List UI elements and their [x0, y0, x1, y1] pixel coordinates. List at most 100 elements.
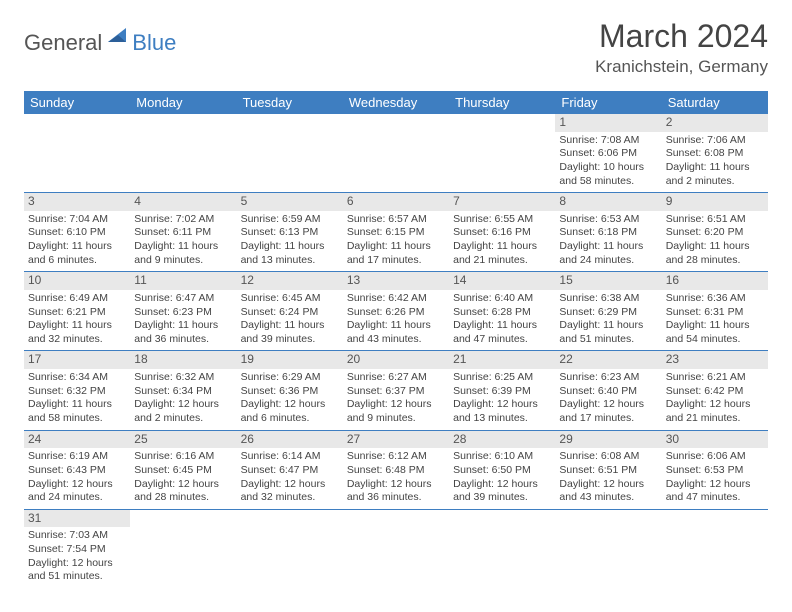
cell-sunset: Sunset: 7:54 PM [28, 543, 126, 557]
cell-daylight2: and 32 minutes. [28, 333, 126, 347]
cell-sunrise: Sunrise: 7:04 AM [28, 213, 126, 227]
cell-daylight1: Daylight: 12 hours [666, 478, 764, 492]
weekday-header: Friday [555, 91, 661, 114]
logo-text-blue: Blue [132, 30, 176, 56]
cell-sunset: Sunset: 6:26 PM [347, 306, 445, 320]
cell-sunset: Sunset: 6:21 PM [28, 306, 126, 320]
cell-sunrise: Sunrise: 6:36 AM [666, 292, 764, 306]
cell-daylight2: and 28 minutes. [134, 491, 232, 505]
day-number: 10 [24, 272, 130, 290]
cell-sunrise: Sunrise: 6:23 AM [559, 371, 657, 385]
cell-sunset: Sunset: 6:10 PM [28, 226, 126, 240]
day-number: 2 [662, 114, 768, 132]
calendar-cell: 18Sunrise: 6:32 AMSunset: 6:34 PMDayligh… [130, 351, 236, 430]
cell-sunset: Sunset: 6:29 PM [559, 306, 657, 320]
cell-daylight2: and 6 minutes. [28, 254, 126, 268]
cell-daylight1: Daylight: 11 hours [28, 319, 126, 333]
cell-daylight2: and 51 minutes. [559, 333, 657, 347]
cell-sunset: Sunset: 6:45 PM [134, 464, 232, 478]
cell-sunrise: Sunrise: 6:49 AM [28, 292, 126, 306]
day-number: 4 [130, 193, 236, 211]
cell-daylight2: and 2 minutes. [134, 412, 232, 426]
day-number: 31 [24, 510, 130, 528]
cell-sunrise: Sunrise: 6:59 AM [241, 213, 339, 227]
cell-daylight2: and 9 minutes. [347, 412, 445, 426]
title-block: March 2024 Kranichstein, Germany [595, 18, 768, 77]
cell-daylight1: Daylight: 12 hours [347, 478, 445, 492]
location-label: Kranichstein, Germany [595, 57, 768, 77]
cell-sunset: Sunset: 6:36 PM [241, 385, 339, 399]
cell-sunset: Sunset: 6:08 PM [666, 147, 764, 161]
calendar-cell: 28Sunrise: 6:10 AMSunset: 6:50 PMDayligh… [449, 430, 555, 509]
cell-sunrise: Sunrise: 6:14 AM [241, 450, 339, 464]
calendar-cell: 14Sunrise: 6:40 AMSunset: 6:28 PMDayligh… [449, 272, 555, 351]
cell-daylight1: Daylight: 11 hours [347, 319, 445, 333]
cell-sunrise: Sunrise: 6:51 AM [666, 213, 764, 227]
cell-sunrise: Sunrise: 7:02 AM [134, 213, 232, 227]
day-number: 6 [343, 193, 449, 211]
cell-daylight1: Daylight: 11 hours [666, 240, 764, 254]
cell-sunset: Sunset: 6:16 PM [453, 226, 551, 240]
calendar-cell: 20Sunrise: 6:27 AMSunset: 6:37 PMDayligh… [343, 351, 449, 430]
cell-daylight1: Daylight: 12 hours [241, 398, 339, 412]
cell-sunrise: Sunrise: 7:08 AM [559, 134, 657, 148]
cell-sunrise: Sunrise: 6:57 AM [347, 213, 445, 227]
calendar-cell: 31Sunrise: 7:03 AMSunset: 7:54 PMDayligh… [24, 509, 130, 588]
day-number: 20 [343, 351, 449, 369]
page-header: General Blue March 2024 Kranichstein, Ge… [24, 18, 768, 77]
day-number: 19 [237, 351, 343, 369]
cell-daylight2: and 17 minutes. [559, 412, 657, 426]
cell-daylight2: and 51 minutes. [28, 570, 126, 584]
calendar-cell: 21Sunrise: 6:25 AMSunset: 6:39 PMDayligh… [449, 351, 555, 430]
day-number: 17 [24, 351, 130, 369]
cell-daylight2: and 17 minutes. [347, 254, 445, 268]
cell-daylight2: and 21 minutes. [453, 254, 551, 268]
cell-sunrise: Sunrise: 7:06 AM [666, 134, 764, 148]
cell-sunrise: Sunrise: 6:29 AM [241, 371, 339, 385]
cell-daylight1: Daylight: 11 hours [453, 240, 551, 254]
cell-daylight1: Daylight: 11 hours [28, 398, 126, 412]
cell-daylight2: and 28 minutes. [666, 254, 764, 268]
calendar-cell: 12Sunrise: 6:45 AMSunset: 6:24 PMDayligh… [237, 272, 343, 351]
calendar-cell: 30Sunrise: 6:06 AMSunset: 6:53 PMDayligh… [662, 430, 768, 509]
weekday-header: Thursday [449, 91, 555, 114]
cell-daylight2: and 54 minutes. [666, 333, 764, 347]
cell-daylight2: and 24 minutes. [28, 491, 126, 505]
cell-sunset: Sunset: 6:40 PM [559, 385, 657, 399]
cell-sunset: Sunset: 6:51 PM [559, 464, 657, 478]
cell-sunset: Sunset: 6:15 PM [347, 226, 445, 240]
cell-daylight1: Daylight: 12 hours [134, 478, 232, 492]
cell-sunset: Sunset: 6:23 PM [134, 306, 232, 320]
cell-daylight1: Daylight: 11 hours [28, 240, 126, 254]
cell-sunset: Sunset: 6:48 PM [347, 464, 445, 478]
cell-daylight2: and 39 minutes. [453, 491, 551, 505]
cell-sunrise: Sunrise: 6:25 AM [453, 371, 551, 385]
weekday-header-row: SundayMondayTuesdayWednesdayThursdayFrid… [24, 91, 768, 114]
day-number: 24 [24, 431, 130, 449]
cell-daylight1: Daylight: 12 hours [28, 557, 126, 571]
cell-sunset: Sunset: 6:31 PM [666, 306, 764, 320]
cell-sunset: Sunset: 6:28 PM [453, 306, 551, 320]
cell-daylight1: Daylight: 12 hours [347, 398, 445, 412]
cell-daylight2: and 13 minutes. [241, 254, 339, 268]
cell-daylight1: Daylight: 11 hours [134, 240, 232, 254]
weekday-header: Sunday [24, 91, 130, 114]
calendar-cell: 17 Sunrise: 6:34 AMSunset: 6:32 PMDayligh… [24, 351, 130, 430]
day-number: 14 [449, 272, 555, 290]
cell-sunrise: Sunrise: 6:42 AM [347, 292, 445, 306]
calendar-cell: 7Sunrise: 6:55 AMSunset: 6:16 PMDaylight… [449, 193, 555, 272]
day-number: 12 [237, 272, 343, 290]
cell-daylight2: and 9 minutes. [134, 254, 232, 268]
cell-sunrise: Sunrise: 7:03 AM [28, 529, 126, 543]
cell-sunrise: Sunrise: 6:53 AM [559, 213, 657, 227]
day-number: 1 [555, 114, 661, 132]
cell-daylight1: Daylight: 11 hours [241, 240, 339, 254]
cell-daylight2: and 21 minutes. [666, 412, 764, 426]
cell-sunset: Sunset: 6:32 PM [28, 385, 126, 399]
cell-daylight1: Daylight: 11 hours [241, 319, 339, 333]
cell-daylight2: and 43 minutes. [347, 333, 445, 347]
cell-sunrise: Sunrise: 6:19 AM [28, 450, 126, 464]
cell-daylight2: and 32 minutes. [241, 491, 339, 505]
cell-sunrise: Sunrise: 6:34 AM [28, 371, 126, 385]
cell-daylight2: and 47 minutes. [666, 491, 764, 505]
